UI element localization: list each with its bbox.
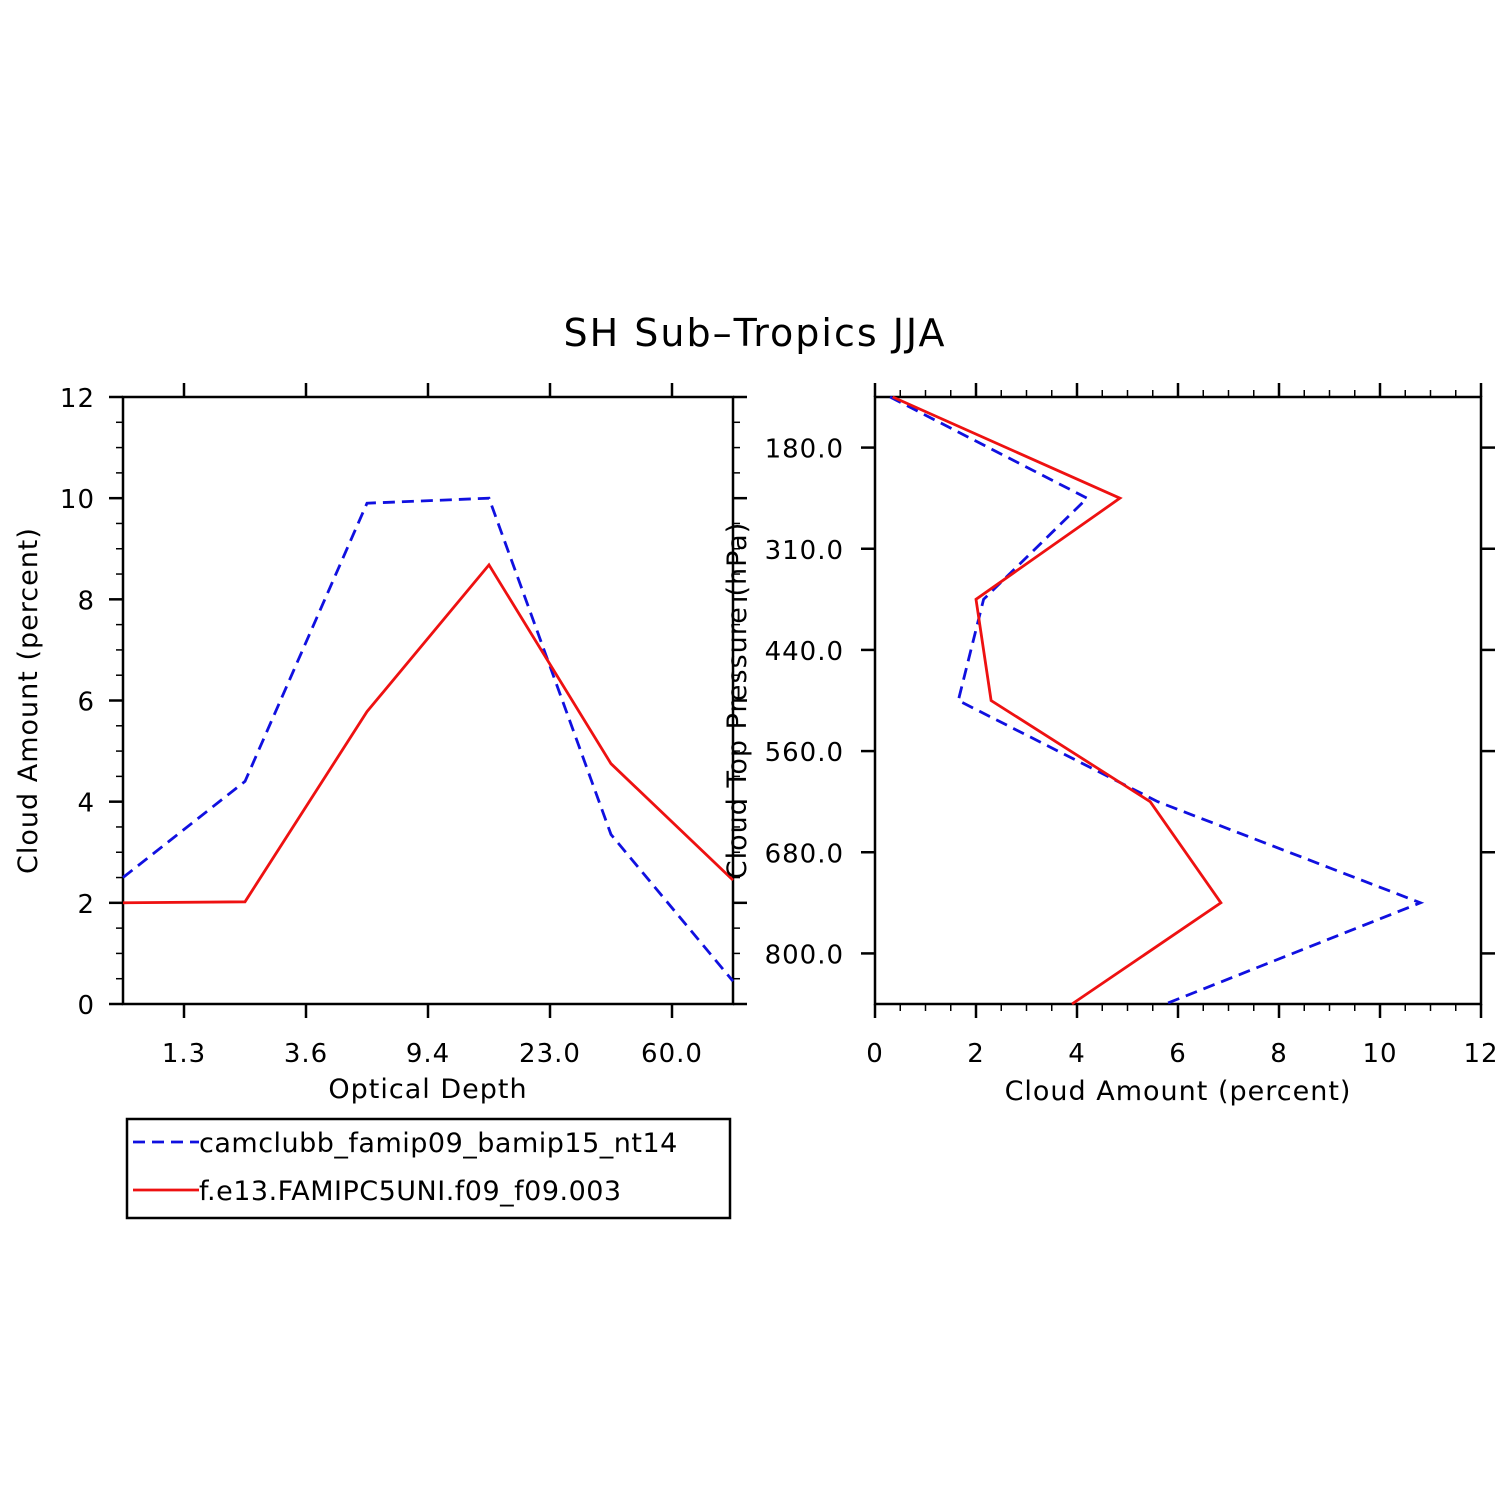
legend-label-1: camclubb_famip09_bamip15_nt14 <box>199 1128 678 1159</box>
right-x-axis-title: Cloud Amount (percent) <box>1005 1076 1352 1107</box>
left-x-tick-label: 60.0 <box>641 1039 703 1069</box>
left-x-tick-label: 9.4 <box>406 1039 450 1069</box>
right-x-tick-label: 4 <box>1068 1039 1086 1069</box>
right-series-line-1 <box>889 395 1425 1006</box>
right-series-line-2 <box>892 395 1223 1006</box>
right-y-tick-label: 800.0 <box>765 940 844 970</box>
legend-label-2: f.e13.FAMIPC5UNI.f09_f09.003 <box>199 1176 622 1207</box>
left-x-axis-title: Optical Depth <box>328 1074 527 1105</box>
right-y-tick-label: 560.0 <box>765 738 844 768</box>
chart-title: SH Sub–Tropics JJA <box>564 311 947 355</box>
left-panel: 0 2 4 6 8 10 12 1.3 3.6 9.4 23.0 60.0 Optical Depth C… <box>13 383 747 1105</box>
right-y-tick-label: 180.0 <box>765 435 844 465</box>
left-y-tick-label: 10 <box>60 485 95 515</box>
right-plot-frame <box>873 395 1483 1006</box>
right-x-tick-label: 0 <box>866 1039 884 1069</box>
left-y-tick-label: 6 <box>77 688 95 718</box>
right-y-tick-label: 440.0 <box>765 637 844 667</box>
right-x-tick-label: 12 <box>1463 1039 1498 1069</box>
right-x-tick-label: 2 <box>967 1039 985 1069</box>
left-y-tick-label: 12 <box>60 384 95 414</box>
left-series-line-1 <box>122 496 735 983</box>
right-y-tick-label: 310.0 <box>765 536 844 566</box>
right-x-tick-label: 6 <box>1169 1039 1187 1069</box>
left-y-tick-label: 0 <box>77 991 95 1021</box>
right-x-tick-label: 8 <box>1270 1039 1288 1069</box>
left-y-tick-label: 4 <box>77 789 95 819</box>
left-y-axis-title: Cloud Amount (percent) <box>13 527 44 874</box>
left-plot-frame <box>121 395 735 1006</box>
left-x-tick-label: 23.0 <box>519 1039 581 1069</box>
legend: camclubb_famip09_bamip15_nt14 f.e13.FAMIP… <box>125 1117 732 1220</box>
left-x-tick-label: 1.3 <box>162 1039 206 1069</box>
right-x-tick-label: 10 <box>1362 1039 1397 1069</box>
left-y-tick-label: 2 <box>77 890 95 920</box>
left-x-tick-label: 3.6 <box>284 1039 328 1069</box>
right-y-axis-title: Cloud Top Pressure (hPa) <box>722 522 753 880</box>
legend-box <box>125 1117 732 1220</box>
left-series-line-2 <box>122 562 734 905</box>
right-y-tick-label: 680.0 <box>765 839 844 869</box>
right-panel: 0 2 4 6 8 10 12 180.0 310.0 440.0 560.0 680.0 800.0 C… <box>722 383 1498 1107</box>
left-y-tick-label: 8 <box>77 586 95 616</box>
